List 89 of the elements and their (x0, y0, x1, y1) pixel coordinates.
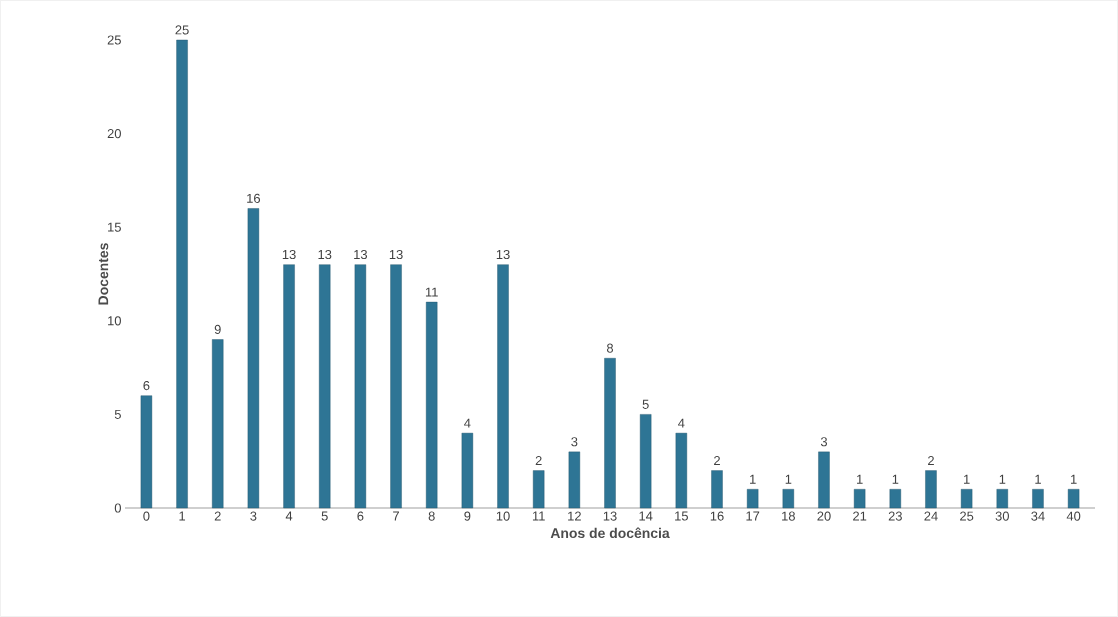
data-label: 1 (964, 474, 970, 484)
bar (140, 395, 153, 509)
x-tick-label: 25 (960, 511, 974, 521)
x-tick-label: 23 (888, 511, 902, 521)
x-tick-label: 16 (710, 511, 724, 521)
bar (212, 339, 224, 509)
bar (319, 264, 331, 509)
data-label: 11 (425, 287, 438, 297)
data-label: 1 (999, 474, 1006, 484)
data-label: 1 (1035, 474, 1041, 484)
data-label: 13 (389, 249, 403, 260)
bar (711, 470, 723, 509)
bar (996, 489, 1008, 509)
y-tick-label: 10 (108, 316, 121, 326)
x-tick-label: 40 (1066, 511, 1081, 521)
bar (426, 301, 438, 509)
bar (960, 489, 973, 509)
data-label: 13 (496, 249, 510, 260)
x-axis-title: Anos de docência (550, 527, 670, 539)
x-tick-label: 1 (179, 511, 186, 521)
data-label: 6 (143, 380, 150, 391)
data-label: 4 (464, 418, 471, 428)
x-tick-label: 14 (639, 511, 653, 521)
data-label: 2 (535, 455, 542, 466)
x-tick-label: 11 (532, 511, 545, 521)
x-tick-label: 4 (285, 511, 293, 521)
x-tick-label: 2 (214, 511, 221, 521)
x-tick-label: 21 (853, 511, 867, 521)
x-tick-label: 7 (393, 511, 399, 521)
bar (247, 208, 260, 509)
data-label: 13 (354, 249, 368, 260)
data-label: 1 (785, 474, 792, 484)
data-label: 3 (820, 437, 828, 447)
bar (461, 432, 474, 509)
x-tick-label: 24 (924, 511, 938, 521)
bar (390, 264, 402, 509)
x-tick-label: 9 (464, 511, 471, 521)
x-tick-label: 0 (143, 511, 150, 521)
data-label: 1 (892, 474, 899, 484)
x-tick-label: 6 (357, 511, 364, 521)
data-label: 1 (857, 474, 863, 484)
data-label: 2 (928, 455, 934, 466)
data-label: 13 (318, 249, 332, 260)
data-label: 3 (571, 437, 578, 447)
bar (853, 489, 866, 509)
y-tick-label: 20 (107, 129, 121, 139)
data-label: 16 (247, 193, 261, 203)
data-label: 25 (175, 25, 189, 35)
x-tick-label: 20 (817, 511, 831, 521)
bar (176, 39, 188, 509)
bar (354, 264, 367, 509)
x-tick-label: 12 (568, 511, 581, 521)
y-tick-label: 5 (114, 409, 121, 419)
x-tick-label: 34 (1031, 511, 1045, 521)
bar (639, 414, 652, 509)
x-tick-label: 13 (603, 511, 617, 521)
data-label: 13 (282, 249, 296, 260)
data-label: 4 (678, 418, 685, 428)
x-tick-label: 15 (675, 511, 688, 521)
data-label: 1 (750, 474, 756, 484)
bar (1067, 489, 1080, 509)
data-label: 8 (606, 343, 614, 353)
x-tick-label: 18 (782, 511, 795, 521)
y-axis-title: Docentes (98, 243, 109, 305)
data-label: 2 (714, 455, 720, 466)
bar (675, 432, 688, 509)
data-label: 1 (1071, 474, 1077, 484)
x-tick-label: 10 (496, 511, 510, 521)
y-tick-label: 25 (107, 35, 121, 45)
bar (1032, 489, 1044, 509)
x-tick-label: 30 (995, 511, 1009, 521)
bar (604, 358, 616, 509)
x-tick-label: 5 (321, 511, 328, 521)
x-tick-label: 17 (746, 511, 760, 521)
x-tick-label: 8 (428, 511, 435, 521)
bar (497, 264, 509, 509)
data-label: 5 (642, 399, 649, 409)
y-tick-label: 0 (114, 503, 121, 513)
y-tick-label: 15 (108, 222, 121, 232)
bar (568, 451, 581, 509)
bar (925, 470, 937, 509)
bar (889, 489, 901, 509)
bar (532, 470, 545, 509)
bar (818, 451, 830, 509)
x-tick-label: 3 (250, 511, 257, 521)
bar (782, 489, 795, 509)
data-label: 9 (214, 324, 221, 334)
bar (283, 264, 295, 509)
bar (746, 489, 759, 509)
